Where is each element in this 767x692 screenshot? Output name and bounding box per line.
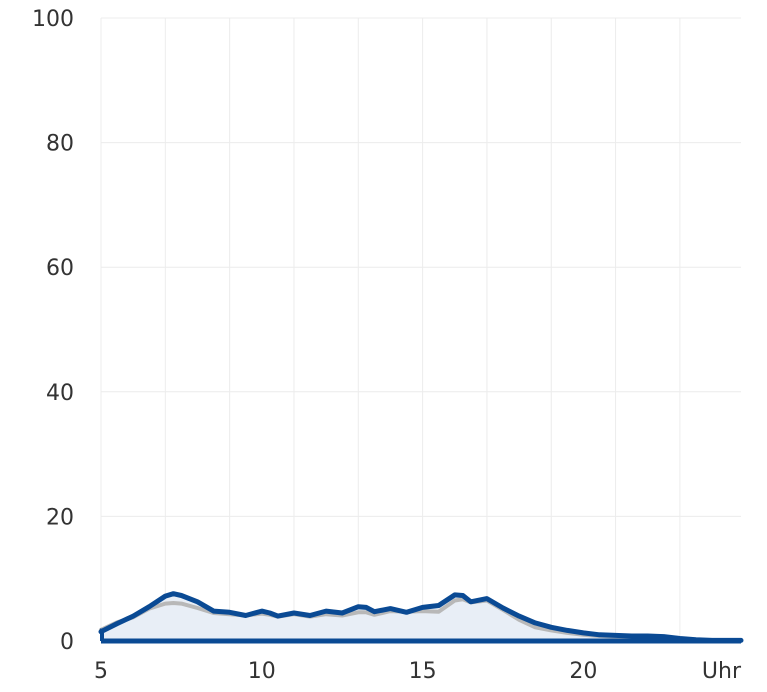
x-unit-label: Uhr: [702, 659, 742, 684]
series-0-start-marker: [100, 628, 104, 641]
series-0-area: [101, 593, 741, 641]
y-tick-label-5: 100: [32, 7, 74, 32]
x-tick-label-0: 5: [94, 659, 108, 684]
y-tick-label-0: 0: [60, 630, 74, 655]
axes: 0 20 40 60 80 100 5 10 15 20 Uhr: [32, 7, 742, 684]
x-tick-label-3: 20: [569, 659, 597, 684]
y-tick-label-1: 20: [46, 505, 74, 530]
x-tick-label-1: 10: [248, 659, 276, 684]
series-group: [98, 591, 744, 643]
y-tick-label-2: 40: [46, 381, 74, 406]
series-0-line: [98, 591, 744, 643]
grid: [100, 17, 741, 642]
y-tick-label-4: 80: [46, 132, 74, 157]
y-tick-label-3: 60: [46, 256, 74, 281]
x-tick-label-2: 15: [409, 659, 437, 684]
